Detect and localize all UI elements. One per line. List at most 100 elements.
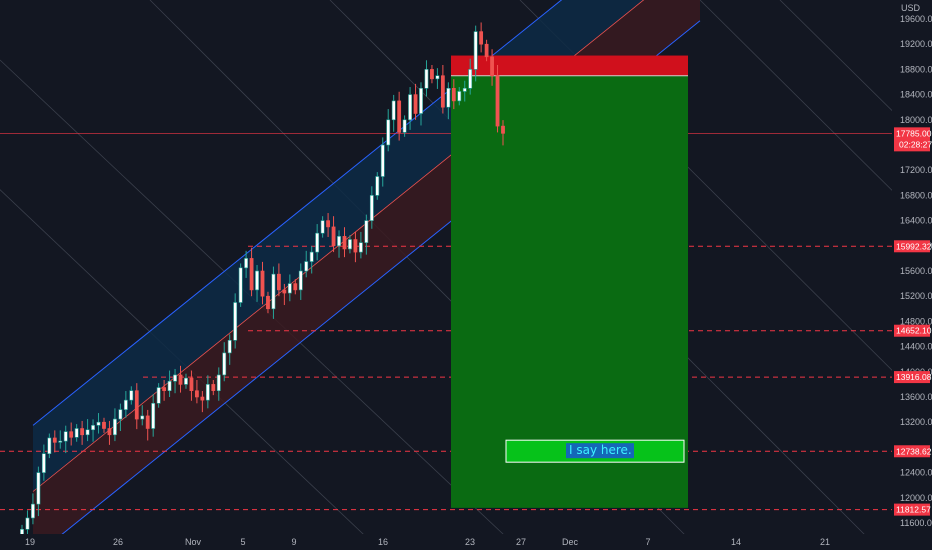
- candle-body: [424, 69, 429, 89]
- level-price-tag[interactable]: [894, 371, 930, 384]
- candle-body: [501, 125, 505, 134]
- candle-body: [380, 144, 385, 177]
- stop-loss-zone[interactable]: [451, 55, 688, 76]
- candle: [364, 214, 369, 255]
- candle-body: [211, 384, 216, 391]
- text-annotation[interactable]: I say here.: [505, 439, 685, 463]
- candle: [52, 430, 57, 453]
- time-tick: 14: [731, 537, 741, 547]
- candle: [424, 60, 429, 97]
- candle-body: [184, 377, 188, 385]
- candle-body: [134, 390, 139, 420]
- candle-body: [167, 380, 172, 391]
- horizontal-levels[interactable]: [0, 133, 892, 511]
- candle: [85, 419, 90, 442]
- candle: [293, 279, 298, 295]
- take-profit-zone[interactable]: [451, 75, 688, 508]
- candle-body: [123, 399, 128, 410]
- candle: [63, 425, 68, 454]
- price-tick: 15600.00: [900, 266, 932, 276]
- candle-body: [20, 528, 24, 535]
- candle-body: [140, 415, 145, 420]
- candle: [145, 409, 150, 441]
- time-tick: 16: [378, 537, 388, 547]
- candle: [129, 386, 134, 405]
- channel-upper-line[interactable]: [32, 0, 700, 426]
- candle: [238, 263, 243, 307]
- candle-body: [63, 431, 68, 442]
- candle-body: [266, 295, 270, 310]
- candle-body: [391, 100, 396, 121]
- candle: [227, 334, 232, 365]
- candle-body: [386, 119, 391, 146]
- candle-body: [129, 390, 134, 401]
- candle: [151, 394, 156, 437]
- price-tick: 17200.00: [900, 165, 932, 175]
- candle: [331, 216, 336, 253]
- time-axis[interactable]: 19 26 Nov 5 9 16 23 27 Dec 7 14 21: [0, 534, 932, 550]
- candle: [244, 250, 249, 278]
- current-price-label: 17785.00: [896, 128, 932, 138]
- candle-body: [315, 232, 320, 253]
- candle: [348, 235, 352, 254]
- candle-body: [47, 437, 52, 455]
- candle: [326, 213, 330, 237]
- candle-body: [113, 418, 117, 436]
- candle-body: [178, 374, 183, 385]
- candle: [484, 39, 489, 62]
- diagonal-line: [0, 189, 381, 550]
- candle-body: [479, 31, 484, 45]
- candle-body: [495, 75, 500, 127]
- candle: [156, 383, 161, 408]
- candle-body: [413, 94, 418, 114]
- candle: [304, 250, 309, 278]
- candle: [249, 247, 254, 297]
- candle-body: [342, 236, 347, 250]
- candle: [462, 80, 467, 102]
- candle: [255, 265, 259, 302]
- price-tick: 12400.00: [900, 468, 932, 478]
- candle-body: [173, 374, 177, 382]
- candle: [47, 433, 52, 459]
- candle-body: [85, 429, 90, 436]
- candle: [140, 405, 145, 426]
- candle-body: [446, 88, 451, 108]
- candle: [468, 58, 473, 95]
- candle: [222, 342, 227, 382]
- price-tick: 19600.00: [900, 14, 932, 24]
- candle-body: [216, 374, 221, 392]
- time-tick: 9: [291, 537, 296, 547]
- current-price-tag[interactable]: [894, 127, 930, 152]
- price-tick: 18000.00: [900, 115, 932, 125]
- level-price-tag[interactable]: [894, 324, 930, 337]
- candle-body: [331, 226, 336, 247]
- candle-body: [227, 339, 232, 354]
- candle-body: [358, 242, 363, 253]
- candle-body: [298, 270, 303, 291]
- candle: [178, 365, 183, 393]
- price-tick: 11600.00: [900, 518, 932, 528]
- candle: [69, 422, 74, 446]
- candle: [495, 64, 500, 133]
- candle: [123, 391, 128, 418]
- level-price-tag[interactable]: [894, 445, 930, 458]
- level-price-tag[interactable]: [894, 503, 930, 516]
- candle-body: [255, 270, 259, 291]
- annotation-highlight: [566, 443, 634, 459]
- candle: [435, 68, 440, 89]
- candle-body: [402, 119, 407, 133]
- candle: [74, 424, 79, 442]
- candle-body: [238, 267, 243, 303]
- candle: [451, 79, 456, 110]
- candle: [479, 22, 484, 53]
- long-position-tool[interactable]: [451, 55, 688, 508]
- candle-body: [244, 258, 249, 269]
- level-price-tag[interactable]: [894, 240, 930, 253]
- candle-body: [52, 437, 57, 443]
- candle-body: [276, 273, 281, 291]
- candle-body: [249, 258, 254, 291]
- candle: [118, 403, 123, 432]
- candle: [501, 120, 505, 146]
- price-axis[interactable]: USD 11600.00 12000.00 12400.00 13200.00 13600…: [892, 0, 932, 550]
